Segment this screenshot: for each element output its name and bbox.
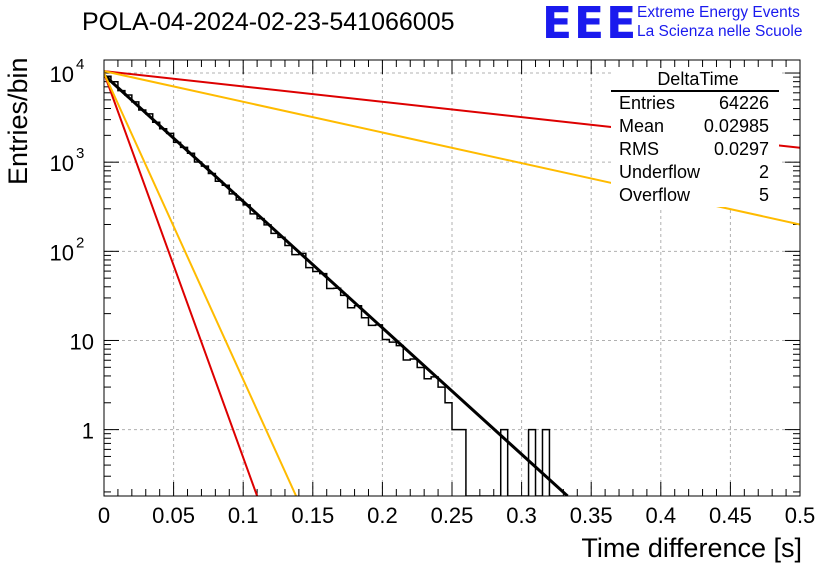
x-tick-label: 0.1 — [228, 503, 259, 528]
x-tick-label: 0.35 — [570, 503, 613, 528]
stats-title: DeltaTime — [611, 68, 779, 92]
y-tick-label: 10 — [50, 151, 74, 176]
y-tick-label: 1 — [82, 419, 94, 444]
stats-label: RMS — [619, 139, 659, 159]
logo-text: Extreme Energy Events La Scienza nelle S… — [637, 3, 802, 41]
y-tick-label: 10 — [50, 62, 74, 87]
fit-line-red-steep — [104, 72, 259, 496]
stats-value: 2 — [758, 162, 769, 182]
stats-label: Underflow — [619, 162, 701, 182]
x-tick-label: 0.3 — [506, 503, 537, 528]
x-tick-label: 0.2 — [367, 503, 398, 528]
x-tick-label: 0.15 — [291, 503, 334, 528]
stats-value: 5 — [758, 185, 769, 205]
stats-box: DeltaTime Entries 64226 Mean 0.02985 RMS… — [611, 68, 779, 207]
stats-row-entries: Entries 64226 — [611, 92, 779, 115]
fit-line-fit — [104, 73, 569, 496]
x-axis-label: Time difference [s] — [581, 533, 802, 563]
stats-row-overflow: Overflow 5 — [611, 184, 779, 207]
y-axis-label: Entries/bin — [3, 57, 33, 185]
x-tick-label: 0.45 — [709, 503, 752, 528]
stats-value: 0.0297 — [713, 139, 769, 159]
y-tick-label: 10 — [50, 240, 74, 265]
x-tick-label: 0.25 — [431, 503, 474, 528]
y-tick-exponent: 3 — [76, 145, 84, 162]
x-tick-label: 0.05 — [152, 503, 195, 528]
stats-label: Mean — [619, 116, 665, 136]
fit-line-yellow-steep — [104, 72, 298, 496]
x-tick-label: 0.4 — [646, 503, 677, 528]
logo-line-1: Extreme Energy Events — [637, 4, 800, 21]
x-tick-label: 0.5 — [785, 503, 816, 528]
stats-label: Overflow — [619, 185, 691, 205]
eee-logo: EEE — [542, 0, 639, 49]
y-tick-label: 10 — [70, 329, 94, 354]
x-tick-label: 0 — [98, 503, 110, 528]
plot-frame — [103, 59, 801, 497]
logo-line-2: La Scienza nelle Scuole — [637, 23, 803, 40]
page-title: POLA-04-2024-02-23-541066005 — [82, 8, 455, 36]
stats-row-mean: Mean 0.02985 — [611, 115, 779, 138]
stats-label: Entries — [619, 93, 676, 113]
stats-row-underflow: Underflow 2 — [611, 161, 779, 184]
stats-row-rms: RMS 0.0297 — [611, 138, 779, 161]
y-tick-exponent: 4 — [76, 56, 84, 73]
stats-value: 0.02985 — [703, 116, 769, 136]
stats-value: 64226 — [718, 93, 769, 113]
y-tick-exponent: 2 — [76, 234, 84, 251]
